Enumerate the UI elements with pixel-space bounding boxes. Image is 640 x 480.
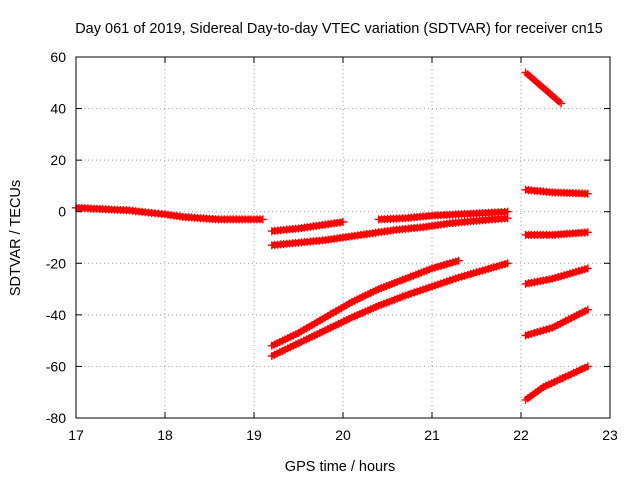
x-axis-label: GPS time / hours — [285, 459, 395, 475]
x-tick-label: 17 — [68, 427, 84, 443]
x-tick-label: 18 — [157, 427, 173, 443]
y-tick-label: 60 — [50, 49, 66, 65]
y-tick-label: 20 — [50, 152, 66, 168]
series-arc-3 — [267, 214, 512, 250]
series-arc-9 — [521, 228, 592, 239]
y-tick-label: -40 — [46, 307, 66, 323]
series-arc-11 — [521, 305, 592, 340]
x-tick-labels: 17 18 19 20 21 22 23 — [68, 427, 618, 443]
x-tick-label: 22 — [513, 427, 529, 443]
series-markers — [521, 264, 592, 288]
series-markers — [267, 259, 512, 361]
chart-title: Day 061 of 2019, Sidereal Day-to-day VTE… — [75, 21, 603, 37]
series-markers — [267, 256, 463, 350]
x-tick-label: 20 — [335, 427, 351, 443]
series-arc-2 — [267, 218, 347, 236]
series-arc-1 — [72, 203, 267, 224]
x-tick-label: 19 — [246, 427, 262, 443]
y-tick-label: -80 — [46, 410, 66, 426]
y-axis-label: SDTVAR / TECUs — [8, 180, 24, 296]
series-arc-5 — [267, 256, 463, 350]
series-arc-12 — [521, 362, 592, 404]
series-markers — [267, 218, 347, 236]
series-markers — [521, 362, 592, 404]
y-tick-labels: -80 -60 -40 -20 0 20 40 60 — [46, 49, 66, 426]
series-layer — [72, 68, 592, 404]
y-tick-label: 0 — [58, 204, 66, 220]
x-tick-label: 21 — [424, 427, 440, 443]
series-arc-8 — [521, 185, 592, 198]
series-arc-7 — [521, 68, 565, 108]
series-markers — [267, 214, 512, 250]
series-markers — [521, 185, 592, 198]
tick-marks — [75, 56, 611, 419]
x-tick-label: 23 — [602, 427, 618, 443]
series-arc-6 — [267, 259, 512, 361]
series-arc-4 — [374, 207, 512, 224]
y-tick-label: -60 — [46, 358, 66, 374]
series-arc-10 — [521, 264, 592, 288]
series-markers — [521, 305, 592, 340]
grid — [76, 57, 610, 418]
y-tick-label: -20 — [46, 255, 66, 271]
series-markers — [521, 68, 565, 108]
series-markers — [374, 207, 512, 224]
y-tick-label: 40 — [50, 101, 66, 117]
series-markers — [521, 228, 592, 239]
